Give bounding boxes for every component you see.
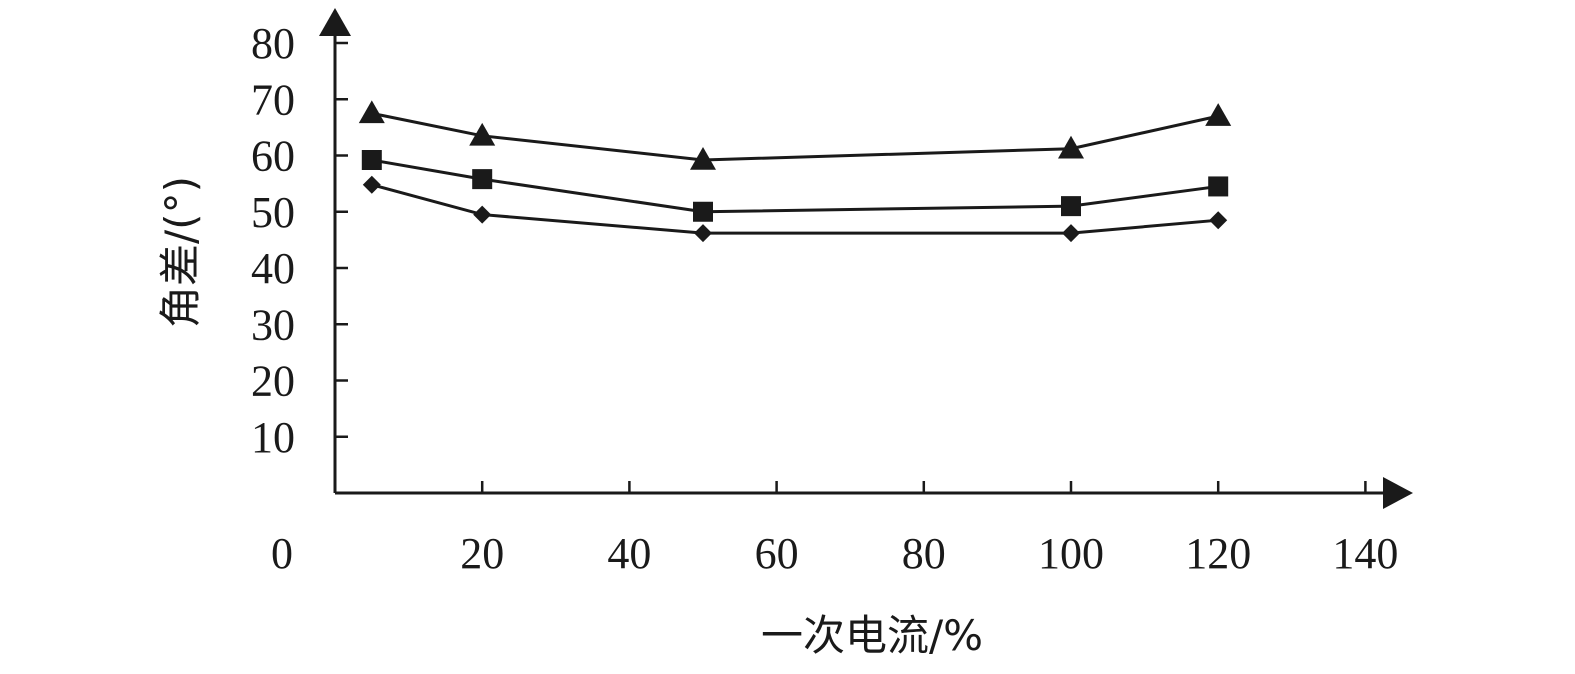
y-tick-label: 20 bbox=[251, 357, 295, 406]
x-tick-label: 20 bbox=[460, 529, 504, 578]
y-tick-label: 70 bbox=[251, 75, 295, 124]
y-tick-label: 60 bbox=[251, 132, 295, 181]
square-point bbox=[1208, 176, 1229, 197]
x-axis-title: 一次电流/% bbox=[761, 611, 983, 660]
ticks: 10 20 30 40 50 60 70 80 0 20 40 60 80 100 120 140 bbox=[251, 19, 1398, 578]
x-tick-label: 140 bbox=[1332, 529, 1398, 578]
diamond-point bbox=[1062, 224, 1080, 243]
y-tick-label: 80 bbox=[251, 19, 295, 68]
triangle-point bbox=[469, 122, 496, 146]
axes bbox=[319, 8, 1413, 509]
square-point bbox=[472, 169, 493, 190]
triangle-point bbox=[1205, 103, 1232, 126]
x-tick-label: 60 bbox=[755, 529, 799, 578]
diamond-point bbox=[362, 175, 381, 194]
y-tick-label: 40 bbox=[251, 244, 295, 293]
y-tick-label: 30 bbox=[251, 300, 295, 349]
x-tick-label: 0 bbox=[271, 529, 293, 578]
series-line-square bbox=[371, 158, 1219, 214]
square-point bbox=[693, 201, 713, 222]
y-tick-label: 50 bbox=[251, 188, 295, 237]
series-triangle bbox=[358, 100, 1232, 170]
x-tick-label: 80 bbox=[902, 529, 946, 578]
y-tick-label: 10 bbox=[251, 413, 295, 462]
diamond-point bbox=[694, 224, 712, 243]
series-line-triangle bbox=[371, 111, 1219, 162]
diamond-point bbox=[473, 205, 492, 224]
square-point bbox=[361, 150, 382, 170]
diamond-point bbox=[1209, 211, 1228, 230]
series-diamond bbox=[362, 175, 1228, 243]
x-tick-label: 40 bbox=[607, 529, 651, 578]
series bbox=[358, 100, 1232, 243]
triangle-point bbox=[1058, 135, 1084, 159]
square-point bbox=[1061, 196, 1081, 217]
y-axis-title: 角差/(°) bbox=[156, 176, 205, 328]
triangle-point bbox=[690, 147, 716, 170]
y-axis-arrow bbox=[319, 8, 351, 36]
x-axis-arrow bbox=[1383, 477, 1413, 509]
series-square bbox=[361, 150, 1229, 222]
x-tick-label: 120 bbox=[1185, 529, 1251, 578]
triangle-point bbox=[358, 100, 385, 124]
x-tick-label: 100 bbox=[1038, 529, 1104, 578]
